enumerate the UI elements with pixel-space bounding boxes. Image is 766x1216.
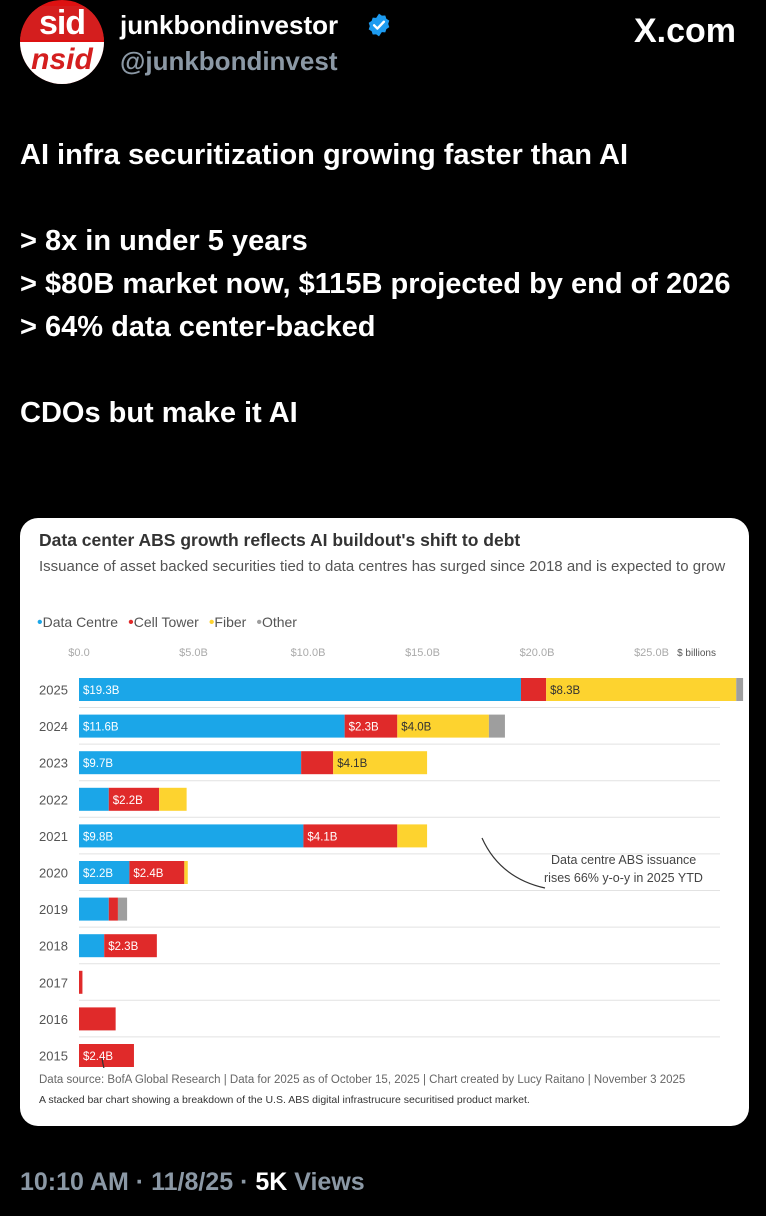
y-category-label: 2017 [39, 975, 68, 990]
legend-item-fiber: •Fiber [208, 614, 247, 631]
x-tick-label: $0.0 [68, 647, 89, 659]
bar-segment [488, 714, 505, 738]
avatar-text-bottom: nsid [20, 42, 104, 84]
avatar[interactable]: sid nsid [20, 0, 104, 84]
data-label: $8.3B [550, 685, 580, 697]
y-category-label: 2018 [39, 939, 68, 954]
data-label: $4.1B [337, 758, 367, 770]
data-label: $11.6B [83, 722, 119, 734]
x-tick-label: $10.0B [291, 647, 326, 659]
bar-segment [79, 1044, 134, 1067]
bar-segment [79, 714, 345, 738]
bar-segment [79, 678, 521, 701]
y-category-label: 2021 [39, 829, 68, 844]
y-category-label: 2019 [39, 902, 68, 917]
annotation-text: rises 66% y-o-y in 2025 YTD [544, 871, 703, 885]
bar-segment [344, 714, 398, 738]
legend-item-cell-tower: •Cell Tower [128, 614, 199, 631]
y-category-label: 2025 [39, 683, 68, 698]
views-count: 5K [255, 1168, 288, 1196]
y-category-label: 2015 [39, 1049, 68, 1064]
bar-segment [79, 897, 109, 921]
bar-segment [79, 861, 130, 884]
data-label: $2.3B [108, 941, 138, 953]
bar-segment [79, 934, 105, 958]
data-label: $2.2B [113, 795, 143, 807]
data-label: $4.0B [401, 722, 431, 734]
bar-segment [108, 897, 118, 921]
separator: · [240, 1168, 249, 1196]
tweet-line-2: > 8x in under 5 years [20, 225, 308, 257]
data-label: $2.3B [349, 722, 379, 734]
data-label: $2.4B [83, 1051, 113, 1063]
data-label: $9.7B [83, 758, 113, 770]
bar-segment [736, 678, 744, 701]
y-category-label: 2016 [39, 1012, 68, 1027]
annotation-line [481, 837, 546, 889]
unit-label: $ billions [677, 648, 716, 659]
chart-caption: A stacked bar chart showing a breakdown … [39, 1094, 530, 1106]
tweet-text: AI infra securitization growing faster t… [20, 134, 750, 435]
chart-title: Data center ABS growth reflects AI build… [39, 530, 521, 550]
bar-segment [520, 678, 547, 701]
verified-badge-icon [368, 13, 390, 37]
bar-segment [333, 751, 428, 775]
bar-segment [79, 787, 109, 811]
bar-segment [104, 934, 157, 958]
separator: · [135, 1168, 145, 1196]
annotation-text: Data centre ABS issuance [551, 853, 696, 867]
tweet-time[interactable]: 10:10 AM [20, 1168, 129, 1196]
bar-segment [301, 751, 334, 775]
tweet-meta: 10:10 AM · 11/8/25 · 5K Views [20, 1168, 365, 1197]
x-tick-label: $5.0B [179, 647, 208, 659]
display-name[interactable]: junkbondinvestor [120, 10, 339, 40]
bar-segment [303, 824, 398, 848]
bar-segment [117, 897, 128, 921]
data-label: $9.8B [83, 831, 113, 843]
chart-image-card[interactable]: Data center ABS growth reflects AI build… [20, 518, 749, 1126]
annotation-line [101, 1057, 105, 1068]
y-category-label: 2024 [39, 719, 68, 734]
bar-segment [129, 861, 185, 884]
chart-subtitle: Issuance of asset backed securities tied… [39, 558, 726, 575]
bar-segment [546, 678, 737, 701]
legend-item-data-centre: •Data Centre [37, 614, 119, 631]
y-category-label: 2020 [39, 866, 68, 881]
x-tick-label: $20.0B [520, 647, 555, 659]
data-label: $2.2B [83, 868, 113, 880]
x-tick-label: $25.0B [634, 647, 669, 659]
bar-segment [79, 824, 304, 848]
tweet-line-5: CDOs but make it AI [20, 397, 298, 429]
chart-source: Data source: BofA Global Research | Data… [39, 1074, 686, 1086]
x-tick-label: $15.0B [405, 647, 440, 659]
tweet-line-4: > 64% data center-backed [20, 311, 376, 343]
data-label: $19.3B [83, 685, 120, 697]
bar-segment [79, 751, 302, 775]
stacked-bar-chart: $0.0 $5.0B $10.0B $15.0B $20.0B $25.0B $ billi… [39, 647, 744, 1068]
bar-segment [397, 824, 428, 848]
chart-legend: •Data Centre •Cell Tower •Fiber •Other [37, 614, 297, 632]
bar-segment [79, 1007, 116, 1031]
data-label: $4.1B [307, 831, 337, 843]
tweet-date[interactable]: 11/8/25 [151, 1168, 234, 1196]
bar-segment [184, 861, 188, 884]
tweet-line-3: > $80B market now, $115B projected by en… [20, 268, 731, 300]
y-category-label: 2022 [39, 792, 68, 807]
bar-segment [159, 787, 187, 811]
data-label: $2.4B [133, 868, 163, 880]
bar-segment [108, 787, 160, 811]
bar-segment [79, 970, 83, 994]
avatar-text-top: sid [20, 6, 104, 40]
bar-segment [397, 714, 489, 738]
x-logo-site: X.com [633, 12, 736, 50]
tweet-line-1: AI infra securitization growing faster t… [20, 139, 628, 171]
user-handle[interactable]: @junkbondinvest [120, 46, 338, 76]
y-category-label: 2023 [39, 756, 68, 771]
legend-item-other: •Other [256, 614, 297, 631]
views-label: Views [294, 1168, 365, 1196]
